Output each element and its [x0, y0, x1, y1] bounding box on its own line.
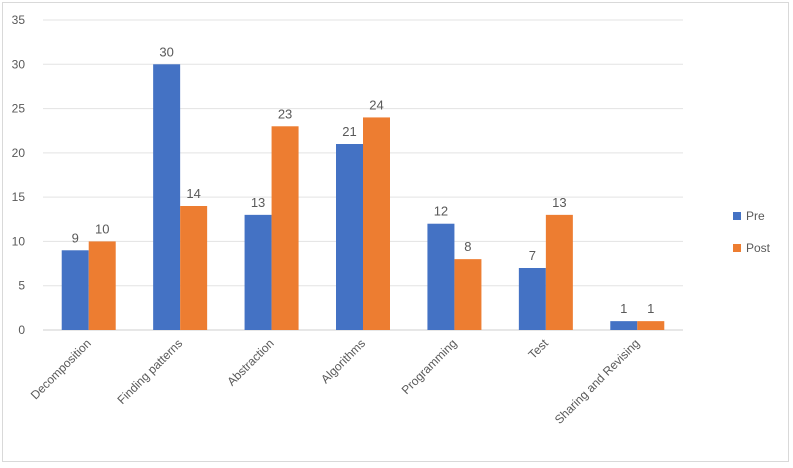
- y-tick-label: 20: [12, 146, 26, 160]
- y-tick-label: 10: [12, 234, 26, 248]
- category-label: Algorithms: [318, 336, 368, 386]
- y-tick-label: 15: [12, 190, 26, 204]
- data-label: 13: [552, 195, 566, 210]
- data-label: 30: [159, 44, 173, 59]
- y-tick-label: 30: [12, 57, 26, 71]
- legend-swatch-pre: [733, 212, 741, 220]
- bar-pre: [336, 144, 363, 330]
- legend-label-post: Post: [746, 241, 771, 255]
- y-tick-label: 5: [18, 279, 25, 293]
- data-label: 7: [529, 248, 536, 263]
- bar-pre: [244, 214, 272, 330]
- category-label: Decomposition: [28, 336, 94, 402]
- y-tick-label: 35: [12, 13, 26, 27]
- x-axis-categories: Decomposition Finding patterns Abstraction…: [28, 336, 643, 427]
- bar-pre: [61, 250, 89, 330]
- data-label: 23: [278, 106, 292, 121]
- data-label: 9: [72, 230, 79, 245]
- bar-pre: [153, 64, 181, 331]
- bar-pre: [427, 223, 455, 330]
- bar-post: [637, 321, 665, 330]
- bar-post: [363, 117, 390, 330]
- category-label: Test: [526, 336, 552, 362]
- data-label: 10: [95, 221, 109, 236]
- chart-frame: 0 5 10 15 20 25 30 35 9 10 30 14 13 23 21 24 12 8 7 13 1 1 D…: [2, 2, 789, 462]
- legend: Pre Post: [733, 209, 771, 255]
- category-label: Finding patterns: [115, 336, 186, 407]
- data-label: 24: [369, 97, 383, 112]
- data-label: 13: [251, 195, 265, 210]
- bar-post: [88, 241, 116, 330]
- bar-pre: [610, 321, 638, 330]
- bar-post: [545, 214, 573, 330]
- data-label: 1: [647, 301, 654, 316]
- bars: [61, 64, 665, 331]
- category-label: Sharing and Revising: [552, 336, 643, 427]
- data-label: 1: [620, 301, 627, 316]
- bar-post: [180, 206, 208, 330]
- bar-pre: [518, 268, 546, 330]
- data-labels: 9 10 30 14 13 23 21 24 12 8 7 13 1 1: [72, 44, 655, 316]
- data-label: 21: [342, 124, 356, 139]
- legend-label-pre: Pre: [746, 209, 765, 223]
- grouped-bar-chart: 0 5 10 15 20 25 30 35 9 10 30 14 13 23 21 24 12 8 7 13 1 1 D…: [12, 13, 771, 427]
- category-label: Programming: [399, 336, 460, 397]
- legend-swatch-post: [733, 244, 741, 252]
- data-label: 14: [186, 186, 200, 201]
- y-tick-label: 0: [18, 323, 25, 337]
- bar-post: [454, 259, 482, 330]
- bar-post: [271, 126, 299, 331]
- category-label: Abstraction: [224, 336, 276, 388]
- data-label: 12: [434, 204, 448, 219]
- data-label: 8: [464, 239, 471, 254]
- y-axis-ticks: 0 5 10 15 20 25 30 35: [12, 13, 26, 337]
- y-tick-label: 25: [12, 102, 26, 116]
